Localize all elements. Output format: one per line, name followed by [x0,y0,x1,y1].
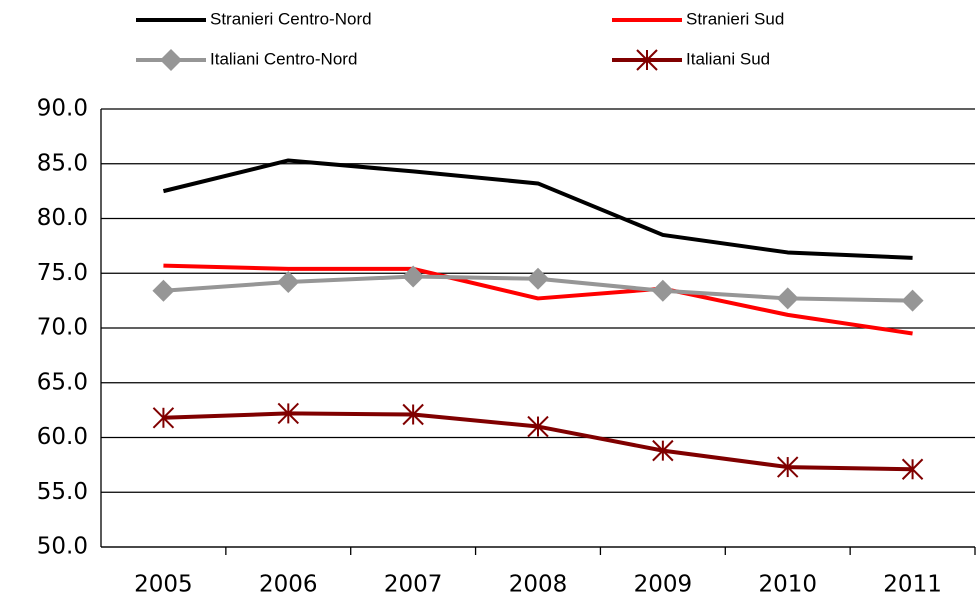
point-marker [152,407,175,429]
y-tick-label: 85.0 [37,150,88,176]
point-marker [277,402,299,425]
y-tick-label: 90.0 [37,96,88,122]
y-tick-label: 50.0 [37,534,88,560]
point-marker [652,439,674,462]
point-marker [527,267,549,290]
x-tick-label: 2006 [259,572,318,598]
legend-label: Italiani Sud [686,49,770,68]
point-marker [402,403,424,426]
legend-marker [636,49,658,71]
y-tick-label: 70.0 [37,315,88,341]
y-tick-label: 60.0 [37,424,88,450]
legend-label: Italiani Centro-Nord [210,49,357,68]
point-marker [527,415,549,438]
point-marker [777,456,799,478]
point-marker [152,279,175,302]
y-tick-label: 55.0 [37,479,88,505]
series-line [162,158,913,260]
legend-label: Stranieri Sud [686,9,784,28]
x-tick-label: 2010 [758,572,817,598]
y-tick-label: 80.0 [37,205,88,231]
legend-label: Stranieri Centro-Nord [210,9,372,28]
series-line [163,263,913,336]
point-marker [402,265,425,288]
x-tick-label: 2005 [134,572,193,598]
y-tick-label: 75.0 [37,260,88,286]
y-tick-label: 65.0 [37,369,88,395]
x-tick-label: 2009 [634,572,693,598]
point-marker [901,289,924,312]
x-tick-label: 2008 [509,572,568,598]
legend-marker [160,49,182,71]
x-tick-label: 2007 [384,572,443,598]
point-marker [651,279,674,302]
point-marker [901,458,924,480]
point-marker [277,271,300,294]
x-tick-label: 2011 [883,572,942,598]
point-marker [776,287,799,310]
